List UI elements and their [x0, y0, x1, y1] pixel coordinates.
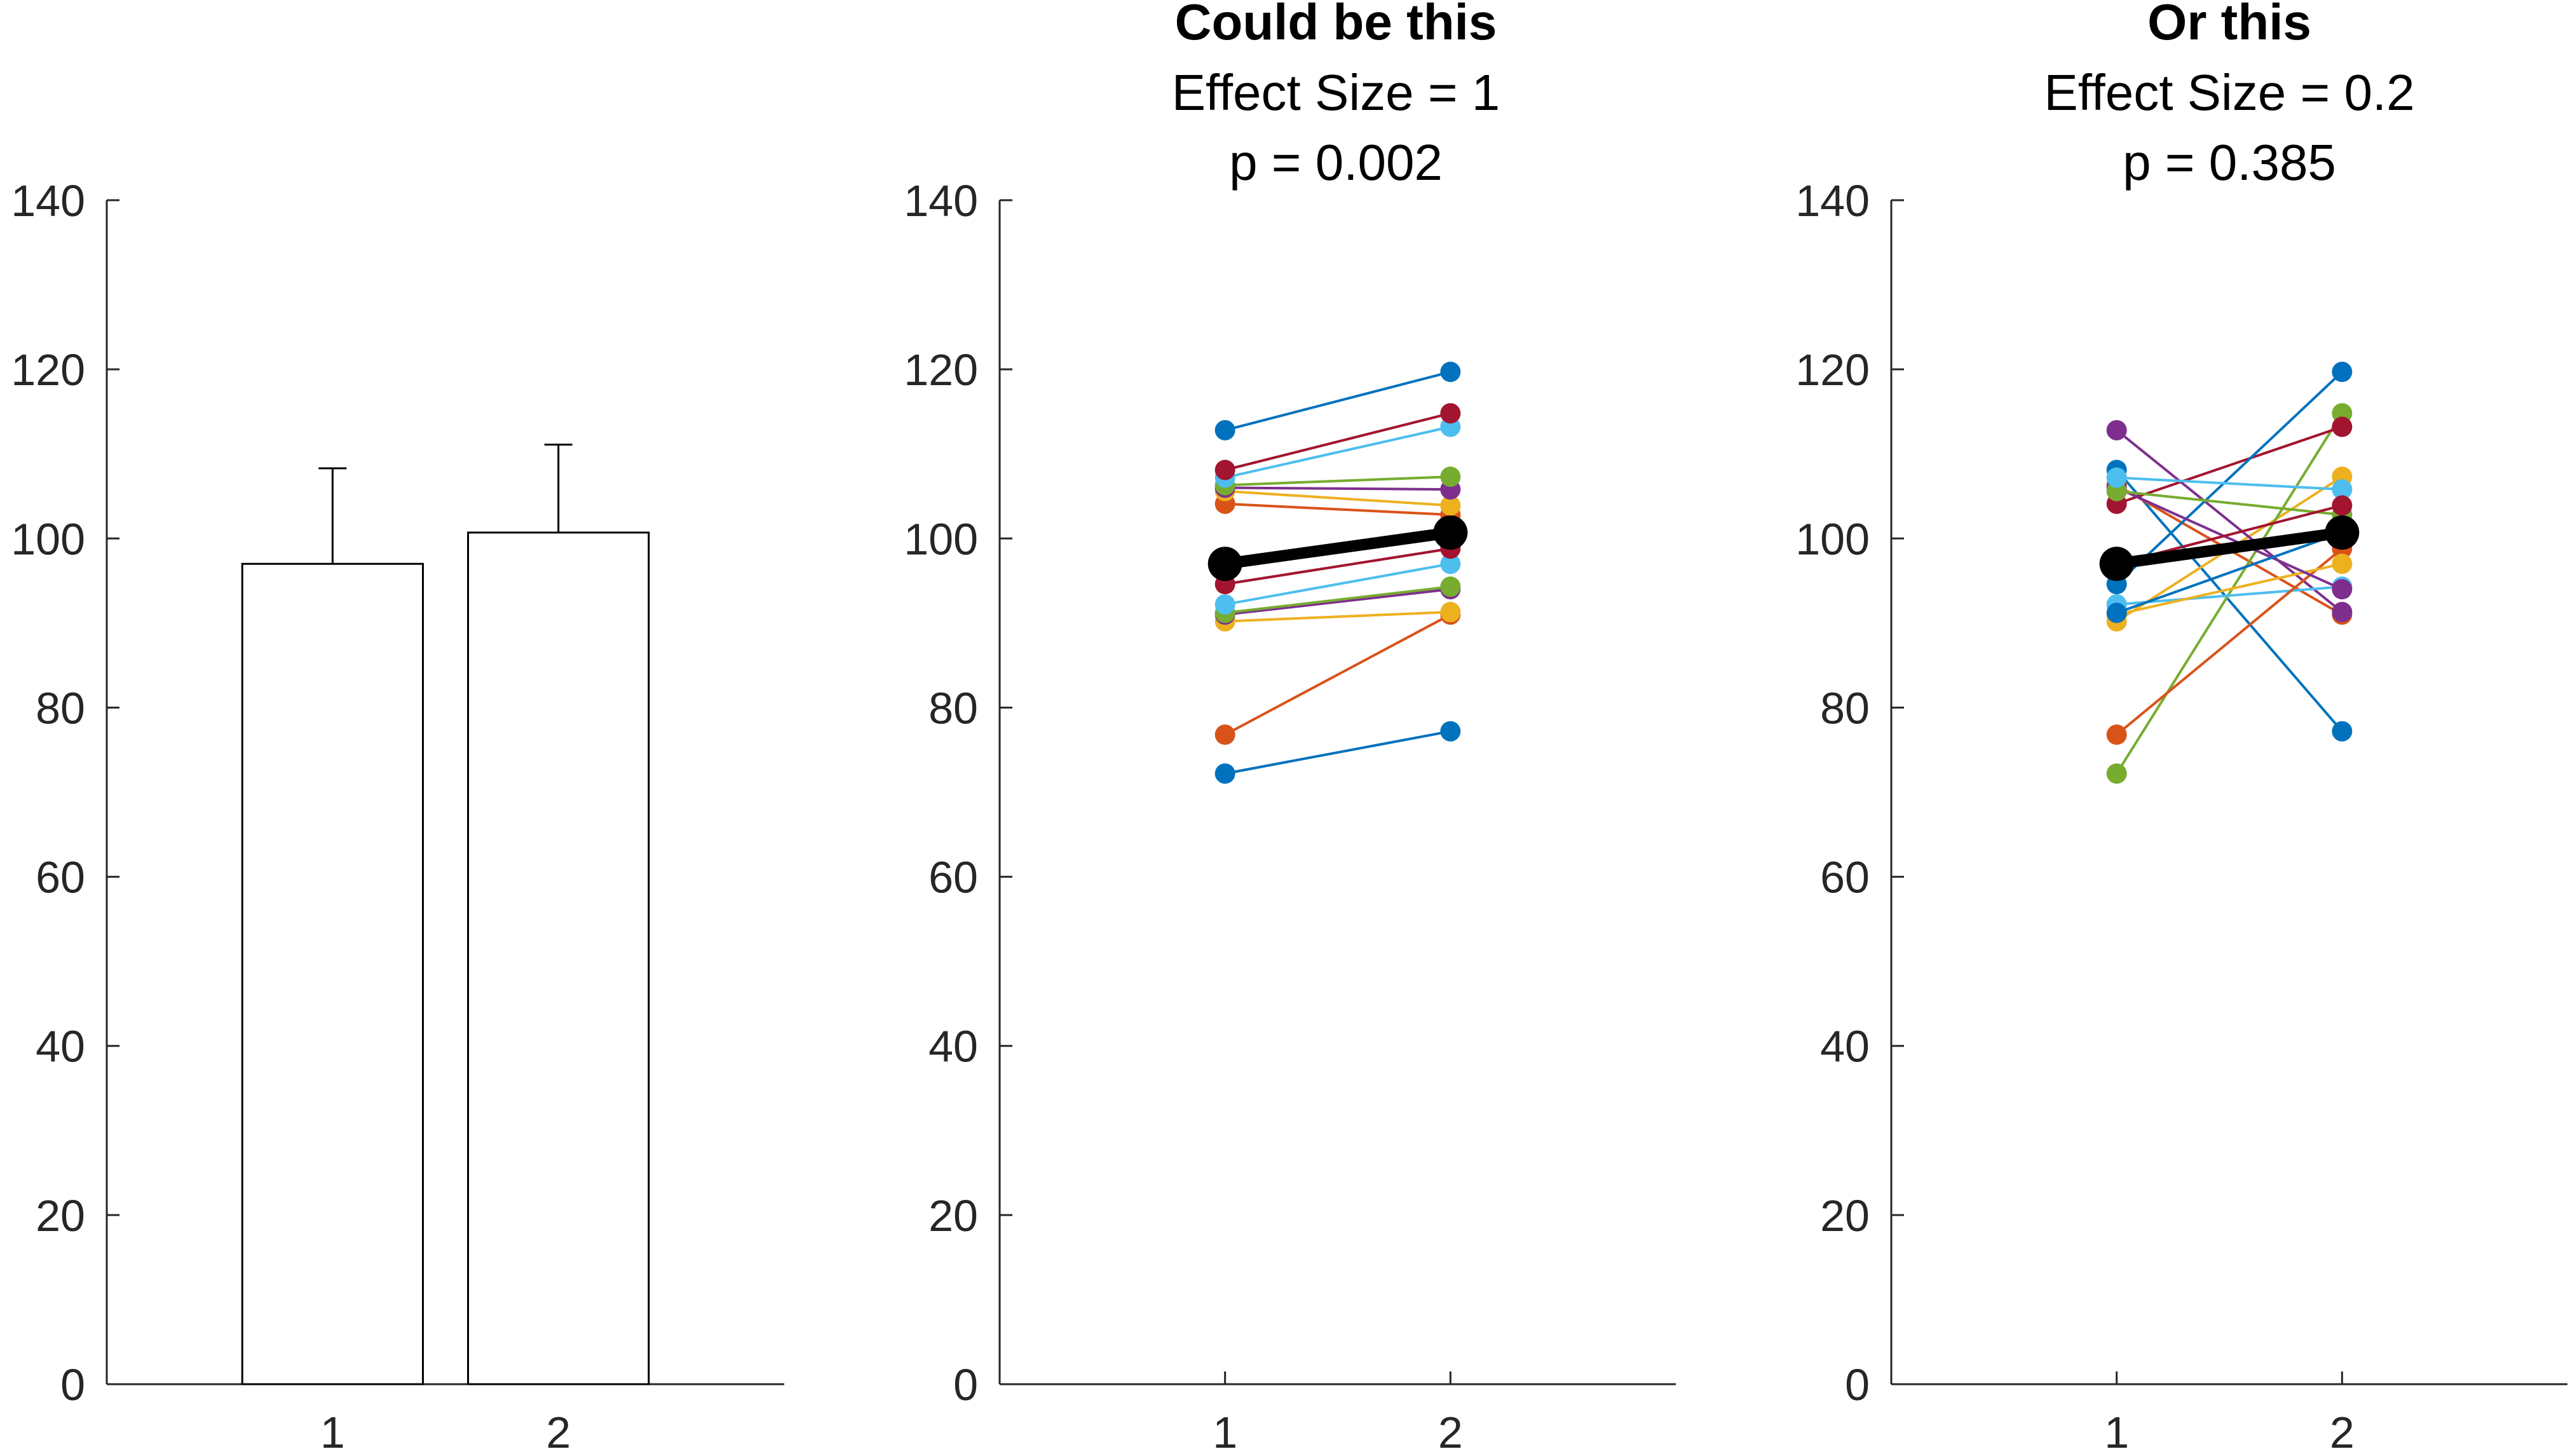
series-line: [2116, 429, 2343, 613]
series-line: [2116, 425, 2342, 505]
series-line: [1225, 412, 1451, 472]
series-point: [2332, 479, 2353, 500]
series-point: [1440, 495, 1461, 516]
chart-subtitle-p: p = 0.385: [2123, 134, 2336, 191]
chart-title: Could be this: [1175, 0, 1497, 50]
chart-subtitle-effect: Effect Size = 1: [1172, 64, 1500, 121]
series-line: [2116, 547, 2343, 736]
series-point: [2106, 725, 2127, 745]
series-point: [2332, 579, 2353, 600]
y-tick-label: 120: [1795, 345, 1870, 395]
series-point: [2332, 495, 2353, 516]
series-point: [2332, 602, 2353, 623]
series-line: [1225, 611, 1451, 623]
y-tick-label: 140: [1795, 176, 1870, 226]
y-tick-label: 100: [11, 514, 85, 564]
series-point: [1440, 403, 1461, 424]
y-tick-label: 0: [1845, 1360, 1870, 1410]
series-point: [1440, 554, 1461, 575]
series-line: [2116, 531, 2343, 615]
y-tick-label: 80: [1820, 683, 1870, 733]
series-point: [1440, 362, 1461, 383]
mean-line: [1224, 527, 1452, 570]
series-line: [1225, 371, 1451, 432]
series-line: [1225, 475, 1451, 487]
chart-subtitle-effect: Effect Size = 0.2: [2044, 64, 2414, 121]
mean-point: [2099, 547, 2134, 582]
series-line: [1225, 562, 1451, 606]
x-tick-label: 1: [320, 1408, 345, 1456]
y-tick-label: 100: [1795, 514, 1870, 564]
series-line: [1225, 486, 1451, 491]
series-line: [2116, 476, 2342, 491]
y-tick-label: 60: [928, 853, 978, 902]
series-line: [2116, 371, 2343, 585]
paired-chart-panel-left: Could be this Effect Size = 1 p = 0.002 …: [904, 0, 1676, 1456]
paired-chart-panel-right: Or this Effect Size = 0.2 p = 0.385 0 20 4…: [1795, 0, 2567, 1456]
series-point: [1440, 576, 1461, 597]
series-line: [2116, 486, 2343, 590]
series-point: [2106, 419, 2127, 440]
series-line: [1225, 585, 1451, 615]
chart-title: Or this: [2147, 0, 2311, 50]
y-tick-label: 140: [11, 176, 85, 226]
series-line: [2115, 412, 2344, 775]
series-point: [1440, 721, 1461, 742]
series-point: [1214, 419, 1235, 440]
series-point: [2106, 602, 2127, 623]
series-line: [1225, 547, 1451, 586]
y-tick-label: 120: [904, 345, 978, 395]
mean-point: [1433, 515, 1468, 550]
series-line: [1225, 425, 1451, 479]
x-tick-label: 1: [1213, 1408, 1237, 1456]
y-tick-label: 20: [1820, 1191, 1870, 1241]
x-tick-label: 2: [1438, 1408, 1463, 1456]
series-point: [1440, 602, 1461, 623]
mean-line: [2116, 527, 2343, 570]
x-tick-label: 1: [2104, 1408, 2129, 1456]
bar: [467, 531, 650, 1385]
mean-point: [2325, 515, 2360, 550]
y-tick-label: 80: [928, 683, 978, 733]
y-tick-label: 60: [1820, 853, 1870, 902]
series-point: [1214, 725, 1235, 745]
series-line: [2116, 585, 2342, 606]
y-tick-label: 40: [928, 1022, 978, 1072]
series-point: [1440, 466, 1461, 487]
series-point: [2332, 554, 2353, 575]
series-line: [1225, 502, 1451, 517]
y-tick-label: 40: [1820, 1022, 1870, 1072]
y-tick-label: 80: [36, 683, 85, 733]
y-tick-label: 20: [928, 1191, 978, 1241]
x-tick-label: 2: [2330, 1408, 2355, 1456]
series-point: [2106, 467, 2127, 488]
chart-subtitle-p: p = 0.002: [1229, 134, 1443, 191]
y-tick-label: 100: [904, 514, 978, 564]
y-tick-label: 60: [36, 853, 85, 902]
series-point: [1214, 594, 1235, 615]
series-line: [1225, 730, 1451, 775]
series-line: [1225, 489, 1451, 507]
bar: [241, 562, 424, 1385]
x-tick-label: 2: [546, 1408, 571, 1456]
series-point: [1214, 459, 1235, 480]
y-tick-label: 0: [953, 1360, 978, 1410]
series-line: [1224, 613, 1452, 736]
y-tick-label: 20: [36, 1191, 85, 1241]
y-tick-label: 140: [904, 176, 978, 226]
bar-chart-panel: 0 20 40 60 80 100 120 140 1 2: [11, 176, 784, 1456]
series-point: [2106, 763, 2127, 784]
series-point: [2332, 721, 2353, 742]
series-line: [2116, 489, 2342, 517]
y-tick-label: 120: [11, 345, 85, 395]
y-tick-label: 0: [60, 1360, 85, 1410]
series-point: [2332, 416, 2353, 437]
mean-point: [1207, 547, 1242, 582]
series-point: [2332, 362, 2353, 383]
series-line: [1225, 588, 1451, 616]
series-point: [1214, 763, 1235, 784]
y-tick-label: 40: [36, 1022, 85, 1072]
series-line: [2116, 469, 2343, 732]
